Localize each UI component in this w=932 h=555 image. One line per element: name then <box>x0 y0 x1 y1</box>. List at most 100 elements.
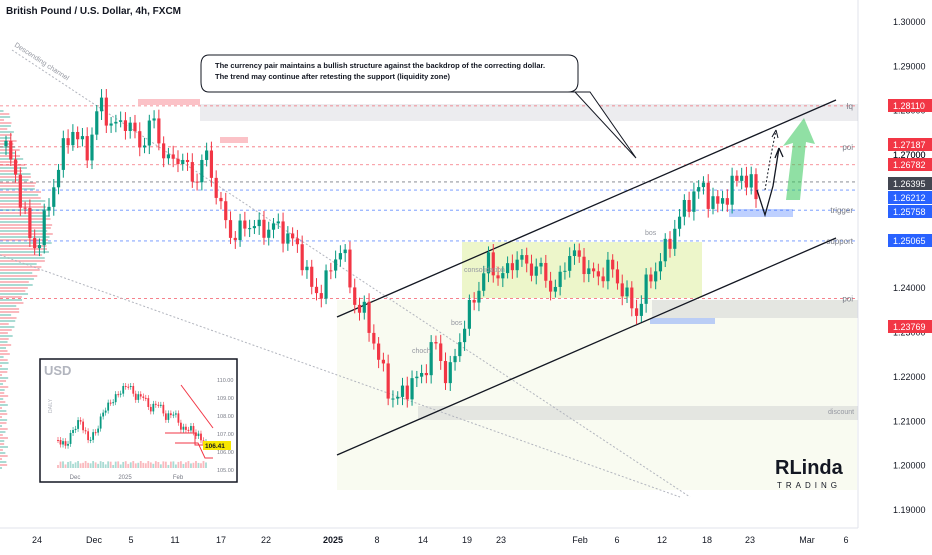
candle-body <box>271 223 276 230</box>
candle-body <box>305 266 309 271</box>
volume-profile-bar <box>0 386 9 388</box>
candle-body <box>56 169 61 188</box>
candle-body <box>601 276 605 282</box>
price-tag-bg-7 <box>888 320 932 333</box>
candle <box>228 211 233 245</box>
candle-body <box>534 266 538 276</box>
price-tick-8: 1.22000 <box>893 372 926 382</box>
candle <box>114 114 118 133</box>
inset-candle-body <box>149 406 152 412</box>
price-tag-value-5: 1.25758 <box>893 207 926 217</box>
candle-body <box>123 120 128 131</box>
price-tag-value-2: 1.26782 <box>893 160 926 170</box>
volume-profile-bar <box>0 170 23 172</box>
volume-profile-bar <box>0 434 3 436</box>
candle <box>310 259 314 295</box>
inset-volume-bar <box>132 461 135 468</box>
time-axis[interactable]: 24 Dec 5 11 17 22 2025 8 14 19 23 Feb 6 12 18 23 Mar 6 <box>32 535 849 545</box>
inset-volume-bar <box>124 461 127 468</box>
inset-volume-bar <box>129 462 132 468</box>
volume-profile-bar <box>0 455 8 457</box>
inset-candle-body <box>114 394 117 403</box>
callout-line-2: The trend may continue after retesting t… <box>215 72 451 81</box>
inset-volume-bar <box>139 461 142 468</box>
inset-volume-bar <box>134 463 137 468</box>
inset-volume-bar <box>79 463 82 468</box>
volume-profile-bar <box>0 113 10 115</box>
candle-body <box>166 154 171 159</box>
candle-body <box>71 131 75 146</box>
volume-profile-bar <box>0 389 5 391</box>
candle-body <box>224 201 228 221</box>
inset-volume-bar <box>74 462 77 468</box>
volume-profile-bar <box>0 251 49 253</box>
volume-profile-bar <box>0 287 28 289</box>
candle <box>128 116 132 139</box>
candle <box>634 299 639 325</box>
candle-body <box>142 145 147 148</box>
inset-volume-bar <box>72 463 74 468</box>
candle-body <box>209 150 214 178</box>
volume-profile-bar <box>0 428 8 430</box>
inset-candle-body <box>167 413 170 420</box>
volume-profile-bar <box>0 296 22 298</box>
candle <box>338 245 342 267</box>
inset-candle-body <box>69 432 72 444</box>
candle-body <box>429 342 433 376</box>
inset-candle-body <box>99 416 102 429</box>
price-axis-background <box>858 0 932 550</box>
volume-profile-bar <box>0 293 29 295</box>
candle <box>9 132 13 166</box>
inset-candle-body <box>164 413 167 420</box>
volume-profile-bar <box>0 329 12 331</box>
inset-candle-body <box>112 402 115 404</box>
candle-body <box>291 233 295 239</box>
candle-body <box>300 244 304 271</box>
candle <box>377 337 381 369</box>
candle <box>577 243 581 263</box>
candle-body <box>448 362 452 384</box>
ascending-channel-lower-line <box>336 237 837 456</box>
time-tick-16: Mar <box>799 535 815 545</box>
volume-profile-bar <box>0 446 8 448</box>
candle-body <box>596 271 600 277</box>
candle <box>176 150 180 173</box>
candle <box>391 390 395 408</box>
candle <box>496 266 500 286</box>
candle <box>133 114 137 139</box>
overlap-price-label: 1.27000 <box>893 150 926 160</box>
candle <box>735 170 739 187</box>
candle-body <box>591 268 596 272</box>
inset-candle-body <box>197 433 200 436</box>
inset-volume-bar <box>205 462 207 468</box>
inset-volume-bar <box>167 464 170 468</box>
candle-body <box>18 174 22 208</box>
inset-trend-line <box>180 384 214 429</box>
candle-body <box>701 182 706 188</box>
inset-volume-bar <box>77 461 79 468</box>
candle-body <box>716 196 720 204</box>
usd-inset-chart[interactable]: USD DAILY 110.00 109.00 108.00 107.00 106.00… <box>39 358 238 483</box>
inset-candle-body <box>102 412 105 417</box>
candle <box>214 170 218 205</box>
inset-price-tick-2: 108.00 <box>217 414 234 420</box>
volume-profile-bar <box>0 140 17 142</box>
candle-body <box>252 226 257 229</box>
inset-price-tick-5: 105.00 <box>217 468 234 474</box>
forecast-path <box>756 147 780 218</box>
candle-body <box>720 198 725 204</box>
level-lines: lq poi trigger support poi <box>0 102 858 303</box>
candle <box>367 293 371 342</box>
inset-volume-bar <box>177 461 180 468</box>
inset-last-value-tag <box>203 441 231 450</box>
candle-body <box>28 207 32 239</box>
inset-time-tick-1: 2025 <box>118 475 132 481</box>
price-tick-6: 1.24000 <box>893 283 926 293</box>
volume-profile-bar <box>0 401 6 403</box>
candle <box>630 281 634 317</box>
volume-profile-bar <box>0 110 4 112</box>
inset-title: USD <box>44 363 71 378</box>
supply-block-1 <box>138 99 200 105</box>
inset-volume-bar <box>69 461 72 468</box>
